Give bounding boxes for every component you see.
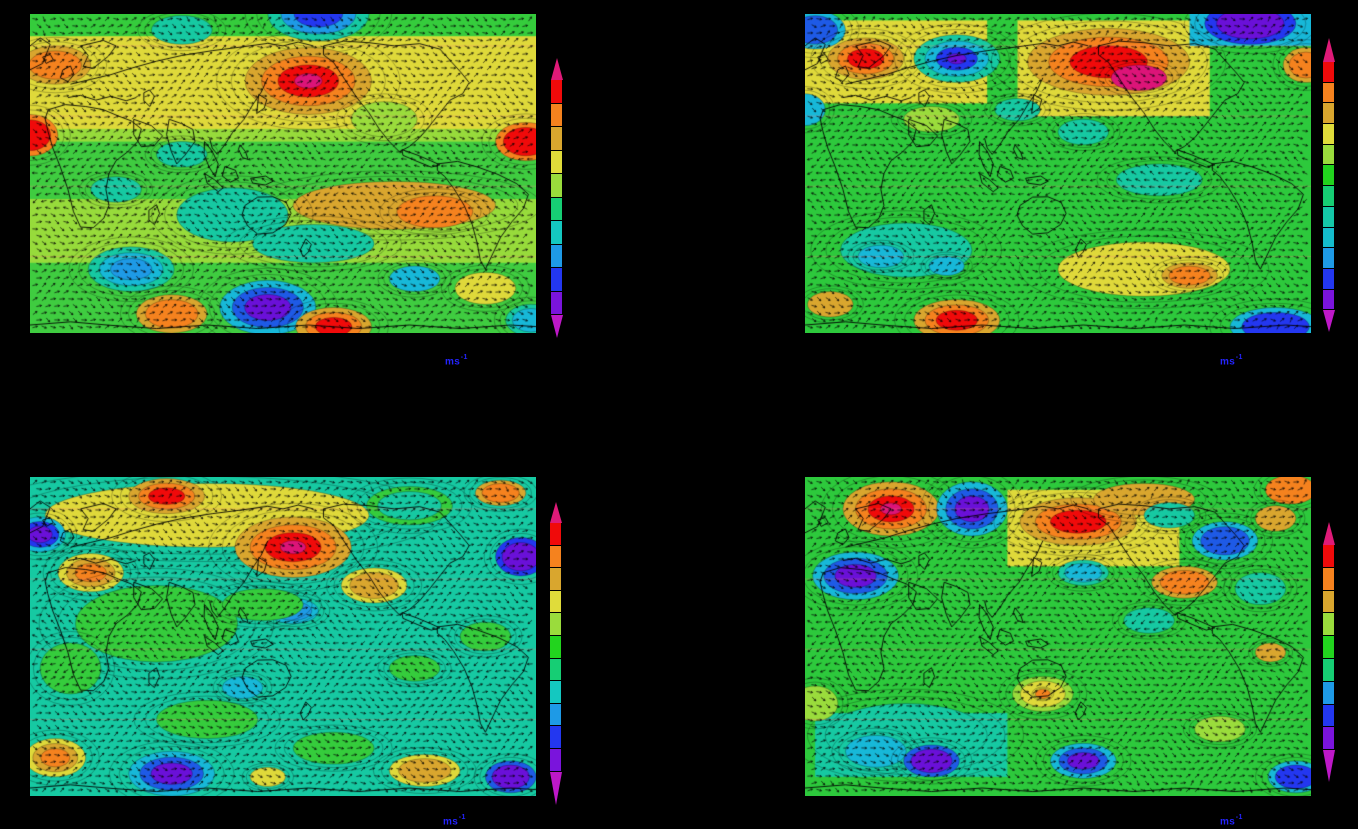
colorbar-segment: [549, 523, 562, 546]
units-exponent: -1: [458, 814, 466, 821]
colorbar-segment: [1322, 206, 1335, 228]
colorbar-segment: [1322, 613, 1335, 637]
colorbar-top-left: [550, 58, 563, 338]
colorbar-segment: [549, 590, 562, 614]
colorbar-arrow-bottom-icon: [1322, 750, 1335, 783]
colorbar-segment: [550, 197, 563, 221]
colorbar-segment: [549, 726, 562, 749]
units-label-bottom-left: ms-1: [443, 814, 466, 828]
colorbar-segment: [1322, 82, 1335, 104]
colorbar-segment: [1322, 658, 1335, 682]
colorbar-arrow-bottom-icon: [1322, 310, 1335, 333]
colorbar-segment: [549, 635, 562, 659]
wind-vector-map-top-left: [30, 14, 536, 333]
colorbar-segment: [1322, 124, 1335, 145]
wind-vector-map-top-right: [805, 14, 1311, 333]
colorbar-segment: [550, 268, 563, 292]
units-text: ms: [445, 356, 461, 368]
colorbar-segment: [1322, 704, 1335, 728]
colorbar-segment: [1322, 545, 1335, 568]
colorbar-segment: [1322, 186, 1335, 207]
colorbar-segment: [550, 244, 563, 268]
colorbar-segment: [550, 103, 563, 127]
colorbar-segment: [1322, 590, 1335, 614]
colorbar-segment: [549, 748, 562, 772]
units-exponent: -1: [1235, 814, 1243, 821]
colorbar-segment: [1322, 567, 1335, 591]
colorbar-segment: [1322, 227, 1335, 249]
colorbar-arrow-top-icon: [549, 502, 562, 523]
colorbar-segment: [1322, 62, 1335, 83]
colorbar-segment: [549, 568, 562, 591]
units-label-top-left: ms-1: [445, 354, 468, 368]
colorbar-segment: [550, 150, 563, 174]
units-text: ms: [1220, 356, 1236, 368]
units-exponent: -1: [460, 354, 468, 361]
colorbar-segment: [550, 291, 563, 315]
colorbar-segment: [549, 703, 562, 727]
units-label-bottom-right: ms-1: [1220, 814, 1243, 828]
colorbar-segment: [1322, 727, 1335, 751]
units-exponent: -1: [1235, 354, 1243, 361]
units-text: ms: [443, 816, 459, 828]
colorbar-bottom-right: [1322, 522, 1335, 783]
colorbar-arrow-bottom-icon: [549, 771, 562, 805]
colorbar-segment: [549, 681, 562, 704]
colorbar-arrow-top-icon: [550, 58, 563, 80]
colorbar-segment: [1322, 144, 1335, 166]
colorbar-segment: [550, 127, 563, 151]
colorbar-segment: [550, 80, 563, 104]
colorbar-bottom-left: [549, 502, 562, 805]
colorbar-arrow-top-icon: [1322, 522, 1335, 545]
units-label-top-right: ms-1: [1220, 354, 1243, 368]
colorbar-segment: [550, 174, 563, 198]
colorbar-segment: [549, 613, 562, 636]
colorbar-arrow-bottom-icon: [550, 315, 563, 338]
units-text: ms: [1220, 816, 1236, 828]
colorbar-segment: [1322, 165, 1335, 187]
colorbar-segment: [1322, 103, 1335, 125]
colorbar-segment: [549, 658, 562, 682]
colorbar-segment: [1322, 248, 1335, 269]
wind-vector-map-bottom-right: [805, 477, 1311, 796]
colorbar-segment: [550, 221, 563, 245]
wind-vector-map-bottom-left: [30, 477, 536, 796]
colorbar-segment: [549, 545, 562, 569]
colorbar-arrow-top-icon: [1322, 38, 1335, 62]
colorbar-segment: [1322, 636, 1335, 659]
colorbar-segment: [1322, 268, 1335, 290]
colorbar-segment: [1322, 681, 1335, 705]
colorbar-segment: [1322, 289, 1335, 311]
colorbar-top-right: [1322, 38, 1335, 333]
